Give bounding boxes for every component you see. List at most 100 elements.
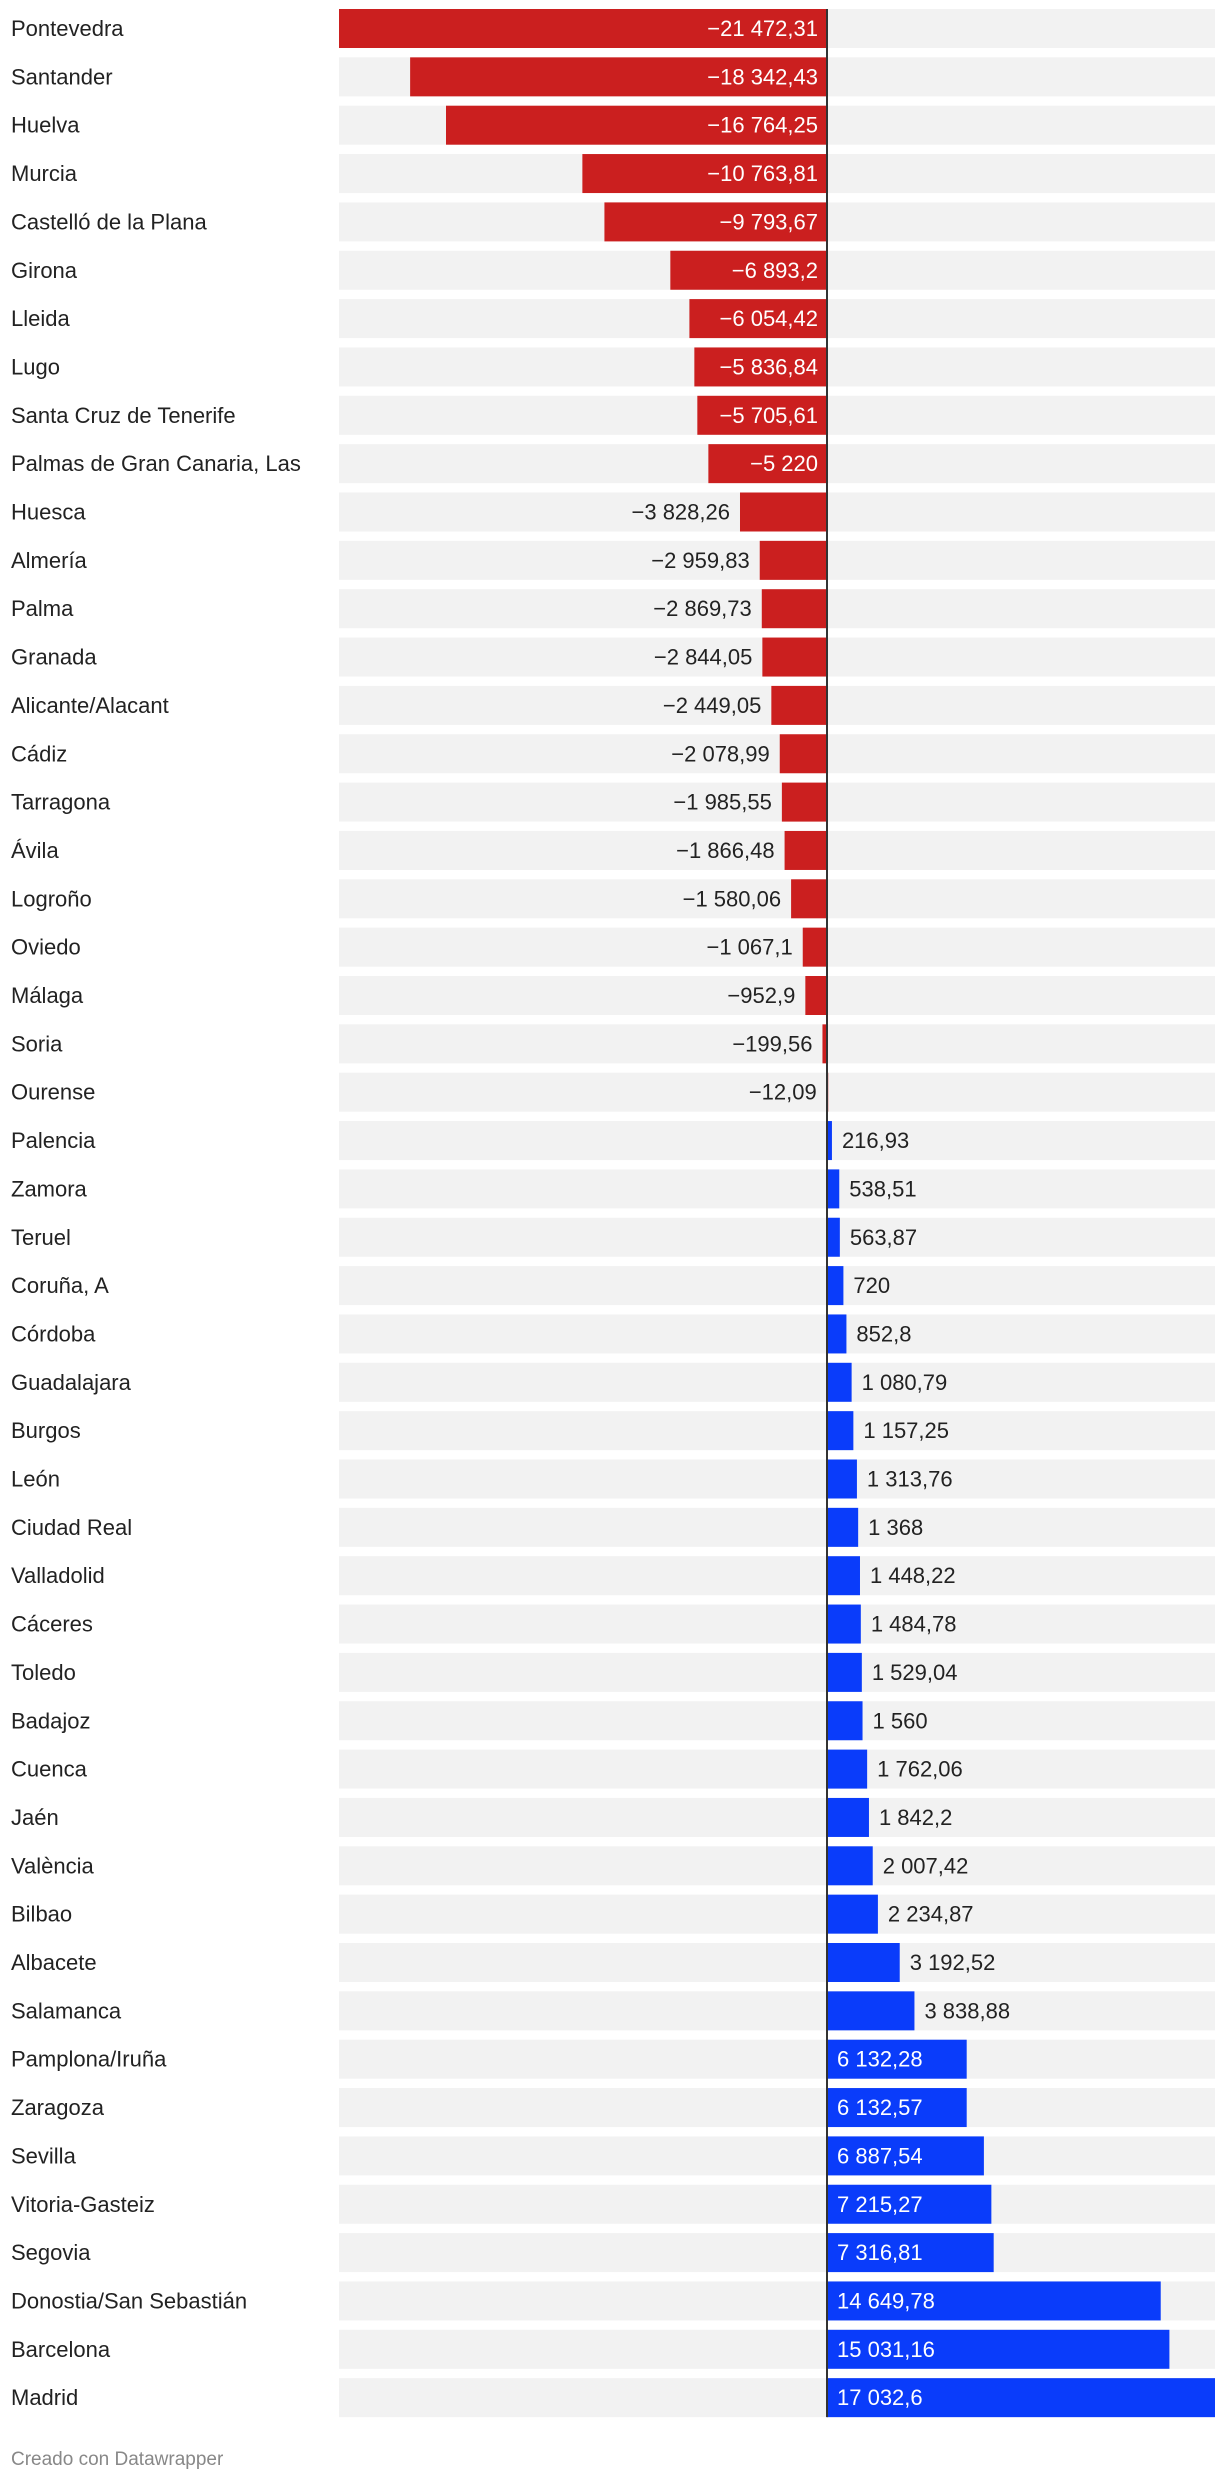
- category-label: Murcia: [11, 161, 78, 186]
- category-label: Valladolid: [11, 1563, 105, 1588]
- bar: [762, 637, 827, 677]
- category-label: Granada: [11, 645, 97, 670]
- bar: [410, 57, 827, 97]
- category-label: Badajoz: [11, 1708, 91, 1733]
- bar: [779, 734, 827, 774]
- bar-row: Granada −2 844,05: [11, 637, 1215, 677]
- bar: [827, 2233, 994, 2273]
- bar: [827, 2136, 984, 2176]
- value-label: 1 529,04: [872, 1660, 958, 1685]
- category-label: Donostia/San Sebastián: [11, 2288, 247, 2313]
- bar-background: [339, 1556, 1215, 1596]
- bar-row: Palmas de Gran Canaria, Las −5 220: [11, 444, 1215, 484]
- category-label: Alicante/Alacant: [11, 693, 169, 718]
- category-label: Zamora: [11, 1176, 88, 1201]
- bar: [708, 444, 827, 484]
- category-label: Coruña, A: [11, 1273, 109, 1298]
- bar-row: Soria −199,56: [11, 1024, 1215, 1064]
- value-label: −1 067,1: [706, 935, 792, 960]
- value-label: −16 764,25: [707, 113, 818, 138]
- category-label: Castelló de la Plana: [11, 209, 207, 234]
- bar-background: [339, 879, 1215, 919]
- value-label: 216,93: [842, 1128, 909, 1153]
- category-label: Ávila: [11, 838, 59, 863]
- category-label: Jaén: [11, 1805, 59, 1830]
- value-label: 2 007,42: [883, 1853, 969, 1878]
- category-label: Soria: [11, 1031, 63, 1056]
- value-label: 6 132,57: [837, 2095, 923, 2120]
- category-label: Zaragoza: [11, 2095, 105, 2120]
- bar-background: [339, 1507, 1215, 1547]
- bar: [827, 1411, 854, 1451]
- bar-row: Alicante/Alacant −2 449,05: [11, 685, 1215, 725]
- value-label: −5 220: [750, 451, 818, 476]
- bar-background: [339, 1266, 1215, 1306]
- bar: [670, 250, 827, 290]
- bar: [827, 1169, 840, 1209]
- bar: [445, 105, 827, 145]
- category-label: Tarragona: [11, 790, 111, 815]
- category-label: Bilbao: [11, 1902, 72, 1927]
- value-label: 6 132,28: [837, 2047, 923, 2072]
- value-label: −18 342,43: [707, 64, 818, 89]
- bar: [827, 1797, 869, 1837]
- bar-row: Cádiz −2 078,99: [11, 734, 1215, 774]
- value-label: −2 844,05: [654, 645, 752, 670]
- category-label: Almería: [11, 548, 88, 573]
- value-label: −3 828,26: [632, 500, 730, 525]
- bar-row: Tarragona −1 985,55: [11, 782, 1215, 822]
- bar-background: [339, 1024, 1215, 1064]
- value-label: 1 762,06: [877, 1757, 963, 1782]
- bar-row: Huelva −16 764,25: [11, 105, 1215, 145]
- bar-row: Albacete 3 192,52: [11, 1943, 1215, 1982]
- bar-background: [339, 1604, 1215, 1644]
- bar: [781, 782, 827, 822]
- bar-row: Palencia 216,93: [11, 1121, 1215, 1161]
- bar-background: [339, 1797, 1215, 1837]
- category-label: València: [11, 1853, 95, 1878]
- bar-background: [339, 1846, 1215, 1886]
- bar-background: [339, 1314, 1215, 1354]
- bar-row: Vitoria-Gasteiz 7 215,27: [11, 2184, 1215, 2224]
- bar: [827, 1991, 915, 2031]
- value-label: 7 215,27: [837, 2192, 923, 2217]
- value-label: −1 580,06: [683, 886, 781, 911]
- category-label: Sevilla: [11, 2143, 77, 2168]
- bar: [827, 2184, 992, 2224]
- value-label: −2 078,99: [671, 741, 769, 766]
- bar-background: [339, 734, 1215, 774]
- bar-background: [339, 927, 1215, 967]
- value-label: −1 985,55: [673, 790, 771, 815]
- category-label: Ciudad Real: [11, 1515, 132, 1540]
- category-label: León: [11, 1467, 60, 1492]
- category-label: Girona: [11, 258, 78, 283]
- value-label: −6 054,42: [720, 306, 818, 331]
- value-label: −6 893,2: [732, 258, 818, 283]
- value-label: −21 472,31: [707, 16, 818, 41]
- value-label: −2 869,73: [653, 596, 751, 621]
- bar-row: Burgos 1 157,25: [11, 1411, 1215, 1451]
- bar: [827, 1507, 859, 1547]
- value-label: 3 192,52: [910, 1950, 996, 1975]
- bar-row: Logroño −1 580,06: [11, 879, 1215, 919]
- bar: [827, 1314, 847, 1354]
- bar: [827, 1749, 868, 1789]
- category-label: Ourense: [11, 1080, 95, 1105]
- bar-background: [339, 1362, 1215, 1402]
- bar: [582, 154, 827, 194]
- bar-row: Teruel 563,87: [11, 1217, 1215, 1257]
- bar-row: Zamora 538,51: [11, 1169, 1215, 1209]
- bar-background: [339, 1991, 1215, 2031]
- bar-row: Pontevedra −21 472,31: [11, 9, 1215, 48]
- bar-background: [339, 1943, 1215, 1982]
- bar-row: Salamanca 3 838,88: [11, 1991, 1215, 2031]
- value-label: 1 313,76: [867, 1467, 953, 1492]
- bar-row: Donostia/San Sebastián 14 649,78: [11, 2281, 1215, 2321]
- bar-background: [339, 1411, 1215, 1451]
- bar-row: Valladolid 1 448,22: [11, 1556, 1215, 1596]
- bar-background: [339, 1459, 1215, 1499]
- category-label: Toledo: [11, 1660, 76, 1685]
- bar-background: [339, 1894, 1215, 1934]
- bar-row: Guadalajara 1 080,79: [11, 1362, 1215, 1402]
- category-label: Palencia: [11, 1128, 96, 1153]
